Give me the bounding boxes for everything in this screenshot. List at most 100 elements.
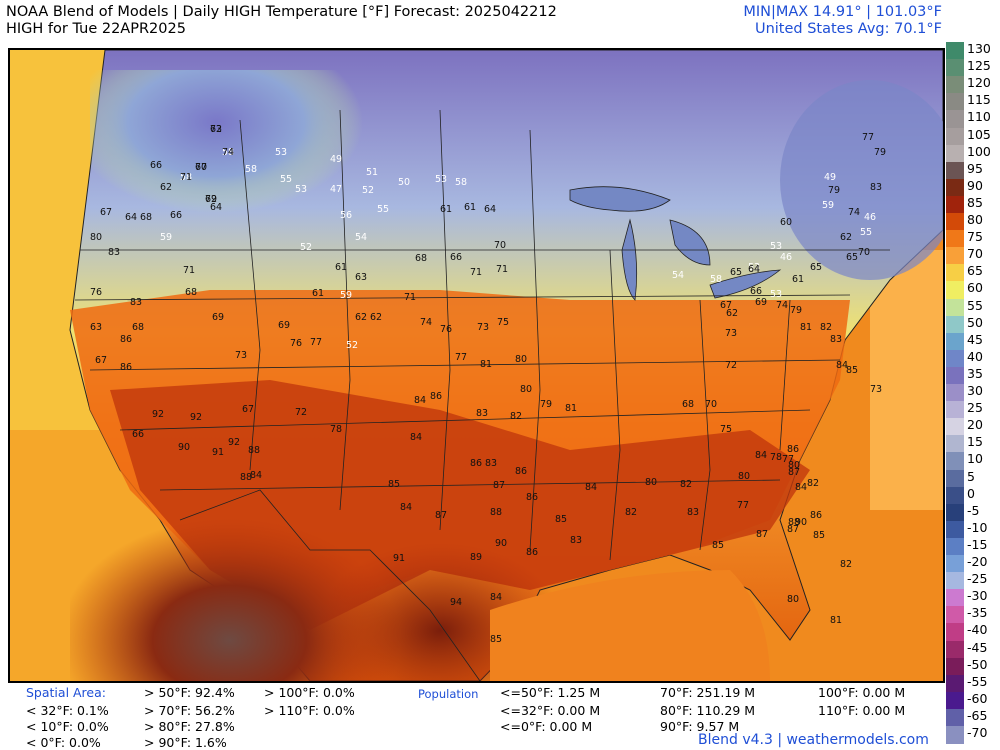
- temperature-point-label: 46: [780, 252, 792, 263]
- colorbar-swatch: [946, 555, 964, 573]
- temperature-point-label: 83: [476, 408, 488, 419]
- colorbar-swatch: [946, 623, 964, 641]
- temperature-point-label: 82: [820, 322, 832, 333]
- temperature-point-label: 80: [515, 354, 527, 365]
- temperature-point-label: 68: [415, 253, 427, 264]
- temperature-point-label: 81: [830, 615, 842, 626]
- temperature-point-label: 68: [185, 287, 197, 298]
- temperature-point-label: 83: [687, 507, 699, 518]
- temperature-point-label: 73: [725, 328, 737, 339]
- temperature-point-label: 71: [180, 172, 192, 183]
- temperature-point-label: 61: [312, 288, 324, 299]
- cool-northeast: [780, 80, 943, 280]
- colorbar-swatch: [946, 161, 964, 180]
- colorbar-label: 120: [967, 75, 991, 91]
- temperature-point-label: 79: [790, 305, 802, 316]
- temperature-point-label: 94: [450, 597, 462, 608]
- temperature-point-label: 73: [870, 384, 882, 395]
- temperature-point-label: 83: [830, 334, 842, 345]
- temperature-point-label: 91: [393, 553, 405, 564]
- colorbar-label: 90: [967, 177, 983, 193]
- atlantic-ocean: [870, 250, 943, 510]
- temperature-point-label: 76: [290, 338, 302, 349]
- colorbar-label: -70: [967, 725, 988, 740]
- colorbar-swatch: [946, 42, 964, 60]
- temperature-point-label: 52: [346, 340, 358, 351]
- colorbar-label: 65: [967, 263, 983, 279]
- colorbar-label: 15: [967, 434, 983, 450]
- temperature-point-label: 86: [120, 334, 132, 345]
- temperature-point-label: 83: [108, 247, 120, 258]
- colorbar-swatch: [946, 384, 964, 402]
- colorbar-label: 10: [967, 451, 983, 467]
- temperature-point-label: 81: [565, 403, 577, 414]
- temperature-point-label: 85: [846, 365, 858, 376]
- temperature-point-label: 53: [435, 174, 447, 185]
- temperature-point-label: 90: [495, 538, 507, 549]
- temperature-point-label: 88: [240, 472, 252, 483]
- temperature-point-label: 83: [130, 297, 142, 308]
- stats-panel: Spatial Area: < 32°F: 0.1% < 10°F: 0.0% …: [0, 684, 946, 750]
- temperature-point-label: 78: [330, 424, 342, 435]
- temperature-point-label: 65: [730, 267, 742, 278]
- temperature-point-label: 87: [756, 529, 768, 540]
- colorbar-swatch: [946, 264, 964, 282]
- colorbar-label: 85: [967, 194, 983, 210]
- colorbar-swatch: [946, 366, 964, 385]
- colorbar-label: 20: [967, 417, 983, 433]
- temperature-point-label: 66: [450, 252, 462, 263]
- temperature-point-label: 83: [570, 535, 582, 546]
- temperature-point-label: 87: [493, 480, 505, 491]
- colorbar-label: 50: [967, 314, 983, 330]
- temperature-point-label: 80: [787, 594, 799, 605]
- colorbar-legend: 130 125 120 115 110 105 100 95 90 85 80 75 70 65 60 55 5…: [946, 42, 998, 744]
- temperature-point-label: 84: [410, 432, 422, 443]
- temperature-point-label: 85: [712, 540, 724, 551]
- temperature-point-label: 72: [295, 407, 307, 418]
- colorbar-swatch: [946, 401, 964, 419]
- colorbar-swatch: [946, 572, 964, 590]
- temperature-point-label: 61: [440, 204, 452, 215]
- temperature-point-label: 63: [355, 272, 367, 283]
- spatial-area-title: Spatial Area:: [26, 685, 106, 700]
- colorbar-swatch: [946, 691, 964, 710]
- temperature-map[interactable]: 58 63 58 60 62 64 66 66 62 58 59 64 67 68 80 83 76 83 86 86…: [8, 48, 945, 683]
- temperature-point-label: 81: [480, 359, 492, 370]
- colorbar-label: -50: [967, 656, 988, 672]
- colorbar-swatch: [946, 452, 964, 470]
- stat-pop-90: 90°F: 9.57 M: [660, 719, 740, 734]
- colorbar-label: -5: [967, 502, 980, 518]
- temperature-point-label: 70: [858, 247, 870, 258]
- lake-michigan: [621, 218, 638, 301]
- colorbar-swatch: [946, 418, 964, 436]
- temperature-point-label: 67: [720, 300, 732, 311]
- colorbar-label: 5: [967, 468, 975, 484]
- temperature-point-label: 62: [726, 308, 738, 319]
- temperature-point-label: 74: [222, 147, 234, 158]
- colorbar-label: -60: [967, 690, 988, 706]
- temperature-point-label: 68: [682, 399, 694, 410]
- temperature-point-label: 77: [737, 500, 749, 511]
- temperature-point-label: 71: [470, 267, 482, 278]
- colorbar-swatch: [946, 230, 964, 248]
- temperature-point-label: 90: [795, 517, 807, 528]
- temperature-point-label: 59: [822, 200, 834, 211]
- temperature-point-label: 73: [477, 322, 489, 333]
- temperature-point-label: 79: [540, 399, 552, 410]
- temperature-point-label: 61: [335, 262, 347, 273]
- temperature-point-label: 86: [526, 492, 538, 503]
- temperature-point-label: 77: [195, 162, 207, 173]
- temperature-point-label: 59: [340, 290, 352, 301]
- temperature-point-label: 83: [485, 458, 497, 469]
- stat-pop-le32: <=32°F: 0.00 M: [500, 703, 601, 718]
- colorbar-swatch: [946, 178, 964, 197]
- colorbar-label: 100: [967, 143, 991, 159]
- temperature-point-label: 87: [435, 510, 447, 521]
- temperature-point-label: 85: [388, 479, 400, 490]
- temperature-point-label: 88: [788, 517, 800, 528]
- temperature-point-label: 88: [490, 507, 502, 518]
- temperature-point-label: 56: [340, 210, 352, 221]
- temperature-point-label: 77: [782, 454, 794, 465]
- colorbar-label: 70: [967, 246, 983, 262]
- temperature-point-label: 69: [212, 312, 224, 323]
